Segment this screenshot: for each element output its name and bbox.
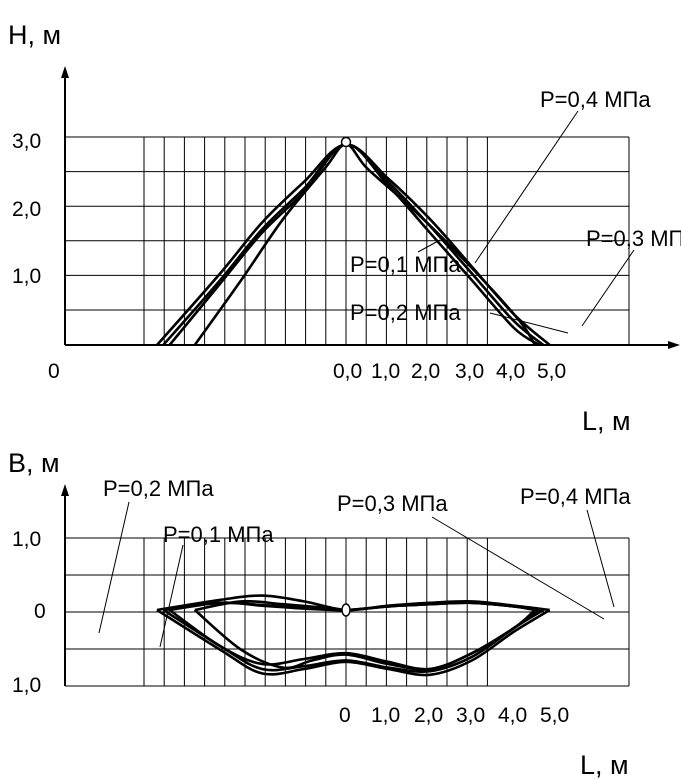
bottom-leader-line — [431, 516, 605, 620]
bottom-annotation: P=0,2 MПа — [103, 476, 214, 501]
bottom-curves — [156, 594, 551, 677]
top-series-line — [156, 143, 551, 346]
bottom-annotation: P=0,3 MПа — [337, 491, 448, 516]
top-xtick-label: 4,0 — [496, 360, 525, 383]
top-xlabel: L, м — [582, 406, 631, 436]
top-xtick-label: 3,0 — [455, 360, 484, 383]
bottom-xtick-label: 1,0 — [371, 704, 400, 727]
bottom-ytick-label: 1,0 — [12, 674, 41, 697]
top-leader-line — [581, 249, 635, 327]
bottom-series-lower-line — [168, 608, 540, 671]
top-grid — [65, 136, 630, 346]
top-origin-label: 0 — [48, 360, 60, 383]
bottom-xtick-label: 4,0 — [498, 704, 527, 727]
bottom-series-lower-line — [156, 608, 551, 677]
top-ytick-label: 3,0 — [12, 130, 41, 153]
bottom-y-arrow-icon — [61, 484, 69, 496]
bottom-xtick-label: 3,0 — [456, 704, 485, 727]
top-x-arrow-icon — [668, 341, 680, 349]
top-xtick-label: 5,0 — [537, 360, 566, 383]
bottom-series-upper-line — [156, 594, 550, 612]
top-ylabel: H, м — [8, 20, 61, 50]
bottom-leader-line — [98, 501, 130, 634]
top-xtick-label: 2,0 — [411, 360, 440, 383]
bottom-ylabel: B, м — [8, 448, 60, 478]
bottom-annotation: P=0,1 MПа — [163, 522, 274, 547]
top-y-arrow-icon — [61, 66, 69, 78]
top-leader-line — [489, 312, 569, 334]
top-annotation: P=0,2 MПа — [350, 300, 461, 325]
bottom-ytick-label: 1,0 — [12, 528, 41, 551]
top-annotation: P=0,1 MПа — [350, 252, 461, 277]
top-annotation: P=0,3 MПа — [586, 226, 681, 251]
top-xtick-label: 0,0 — [333, 360, 362, 383]
top-apex-marker — [340, 136, 352, 148]
top-chart: H, м 3,0 2,0 1,0 0 0,0 1,0 2,0 3,0 4,0 5… — [8, 20, 681, 436]
bottom-xlabel: L, м — [580, 750, 629, 780]
bottom-leader-line — [586, 509, 615, 608]
top-curves — [156, 143, 551, 347]
bottom-xtick-label: 5,0 — [540, 704, 569, 727]
top-leader-line — [474, 110, 579, 264]
bottom-center-marker — [341, 603, 351, 617]
top-leader-line — [417, 239, 441, 253]
top-ytick-label: 2,0 — [12, 198, 41, 221]
top-ytick-label: 1,0 — [12, 265, 41, 288]
bottom-chart: B, м 1,0 0 1,0 0 1,0 2,0 3,0 4,0 5,0 L, … — [8, 448, 631, 780]
top-xtick-label: 1,0 — [371, 360, 400, 383]
bottom-annotation: P=0,4 MПа — [520, 484, 631, 509]
top-annotation: P=0,4 MПа — [540, 87, 651, 112]
bottom-leader-line — [159, 544, 184, 648]
bottom-xtick-label: 2,0 — [414, 704, 443, 727]
bottom-ytick-label: 0 — [34, 600, 46, 623]
bottom-xtick-label: 0 — [339, 704, 351, 727]
